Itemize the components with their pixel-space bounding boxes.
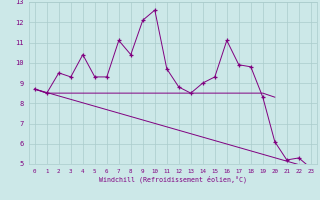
X-axis label: Windchill (Refroidissement éolien,°C): Windchill (Refroidissement éolien,°C) xyxy=(99,175,247,183)
